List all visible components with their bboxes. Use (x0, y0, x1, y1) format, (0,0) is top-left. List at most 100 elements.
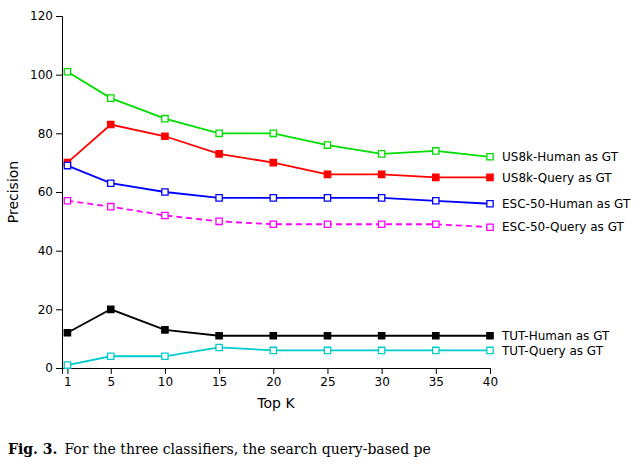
tick: 40 (38, 244, 62, 258)
series-label: ESC-50-Query as GT (502, 220, 625, 234)
line (67, 125, 490, 178)
tick-mark (490, 368, 491, 374)
point (216, 130, 222, 136)
axis-line (56, 17, 63, 369)
tick: 5 (107, 368, 115, 389)
point (162, 327, 168, 333)
tick-mark (219, 368, 220, 374)
tick: 60 (38, 185, 62, 199)
point (487, 333, 493, 339)
point (487, 154, 493, 160)
tick: 20 (266, 368, 281, 389)
point (162, 189, 168, 195)
series (64, 121, 493, 180)
point (324, 333, 330, 339)
point (108, 121, 114, 127)
point (378, 221, 384, 227)
tick: 80 (38, 127, 62, 141)
tick: 120 (30, 9, 62, 23)
tick-mark (56, 309, 62, 310)
x-axis-title: Top K (256, 395, 295, 411)
series-label: US8k-Human as GT (502, 150, 619, 164)
point (216, 151, 222, 157)
point (270, 130, 276, 136)
tick: 0 (45, 361, 62, 375)
tick-label: 25 (320, 375, 335, 389)
line (67, 309, 490, 335)
tick-mark (56, 133, 62, 134)
point (64, 198, 70, 204)
tick-label: 20 (266, 375, 281, 389)
point (487, 224, 493, 230)
point (324, 171, 330, 177)
series-label: TUT-Human as GT (501, 329, 610, 343)
line (67, 166, 490, 204)
series (64, 198, 493, 231)
tick-label: 0 (45, 361, 53, 375)
point (216, 195, 222, 201)
point (324, 347, 330, 353)
tick-mark (67, 368, 68, 374)
point (487, 201, 493, 207)
tick-label: 30 (375, 375, 390, 389)
point (162, 133, 168, 139)
tick: 30 (375, 368, 390, 389)
point (108, 306, 114, 312)
point (270, 221, 276, 227)
point (487, 347, 493, 353)
tick-label: 20 (38, 303, 53, 317)
point (378, 195, 384, 201)
caption: Fig. 3. (8, 441, 57, 457)
point (433, 148, 439, 154)
tick-label: 80 (38, 127, 53, 141)
series (64, 69, 493, 160)
point (378, 347, 384, 353)
point (162, 353, 168, 359)
tick-mark (56, 75, 62, 76)
series (64, 344, 493, 368)
tick-label: 40 (38, 244, 53, 258)
plot-area: 1510152025303540020406080100120US8k-Huma… (30, 9, 631, 388)
series-label: TUT-Query as GT (501, 344, 604, 358)
point (216, 333, 222, 339)
tick-mark (111, 368, 112, 374)
point (108, 353, 114, 359)
line (67, 201, 490, 227)
tick-label: 10 (158, 375, 173, 389)
point (324, 221, 330, 227)
tick: 35 (429, 368, 444, 389)
tick-label: 1 (64, 375, 72, 389)
chart: 1510152025303540020406080100120US8k-Huma… (0, 0, 640, 468)
point (433, 198, 439, 204)
tick: 1 (64, 368, 72, 389)
tick-label: 15 (212, 375, 227, 389)
point (162, 116, 168, 122)
tick: 100 (30, 68, 62, 82)
point (433, 174, 439, 180)
point (216, 218, 222, 224)
point (270, 195, 276, 201)
tick-mark (56, 16, 62, 17)
point (378, 171, 384, 177)
tick-label: 40 (483, 375, 498, 389)
tick-mark (56, 251, 62, 252)
point (378, 151, 384, 157)
tick-mark (165, 368, 166, 374)
tick: 40 (483, 368, 498, 389)
point (64, 162, 70, 168)
axis-line (63, 369, 491, 375)
tick-mark (382, 368, 383, 374)
point (270, 160, 276, 166)
point (162, 212, 168, 218)
point (433, 333, 439, 339)
caption: For the three classifiers, the search qu… (64, 441, 430, 457)
point (216, 344, 222, 350)
tick: 10 (158, 368, 173, 389)
point (108, 95, 114, 101)
tick: 15 (212, 368, 227, 389)
tick-label: 5 (107, 375, 115, 389)
y-axis-title: Precision (5, 161, 21, 223)
point (64, 330, 70, 336)
line (67, 72, 490, 157)
tick-mark (56, 192, 62, 193)
